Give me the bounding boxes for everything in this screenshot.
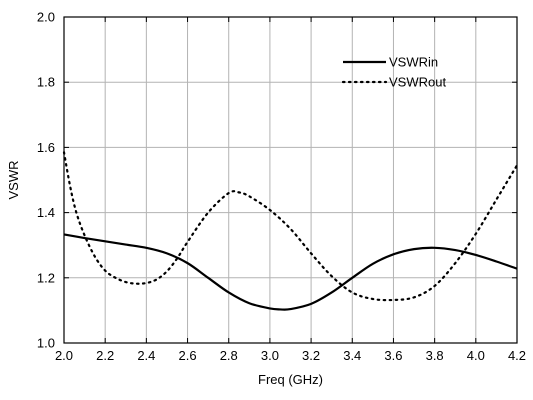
x-tick-label: 4.0 <box>467 348 485 363</box>
plot-frame-layer <box>63 16 518 344</box>
x-tick-label: 2.4 <box>137 348 155 363</box>
y-tick-label: 1.4 <box>37 205 55 220</box>
legend: VSWRin VSWRout <box>341 55 446 90</box>
series-line-vswrin <box>63 233 518 311</box>
series-line-vswrout <box>62 151 519 302</box>
y-axis-title: VSWR <box>6 161 21 200</box>
x-tick-label: 3.8 <box>426 348 444 363</box>
legend-label-vswrin: VSWRin <box>389 55 438 70</box>
y-tick-label: 1.2 <box>37 270 55 285</box>
y-tick-label: 1.0 <box>37 336 55 351</box>
x-tick-label: 4.2 <box>508 348 526 363</box>
series-layer <box>62 151 519 311</box>
y-tick-label: 2.0 <box>37 10 55 25</box>
x-tick-label: 3.4 <box>343 348 361 363</box>
x-axis-title: Freq (GHz) <box>258 372 323 387</box>
tick-layer <box>63 16 518 344</box>
grid-layer <box>64 17 517 343</box>
x-tick-label: 3.2 <box>302 348 320 363</box>
x-tick-label: 2.2 <box>96 348 114 363</box>
label-layer: 2.0 2.2 2.4 2.6 2.8 3.0 3.2 3.4 3.6 3.8 4.0 4.2 1.0 1… <box>6 10 526 388</box>
x-tick-label: 2.8 <box>220 348 238 363</box>
x-tick-label: 3.0 <box>261 348 279 363</box>
y-tick-label: 1.8 <box>37 75 55 90</box>
legend-label-vswrout: VSWRout <box>389 75 446 90</box>
x-tick-label: 2.6 <box>179 348 197 363</box>
x-tick-label: 2.0 <box>55 348 73 363</box>
x-tick-label: 3.6 <box>384 348 402 363</box>
plot-frame <box>63 16 518 344</box>
y-tick-label: 1.6 <box>37 140 55 155</box>
